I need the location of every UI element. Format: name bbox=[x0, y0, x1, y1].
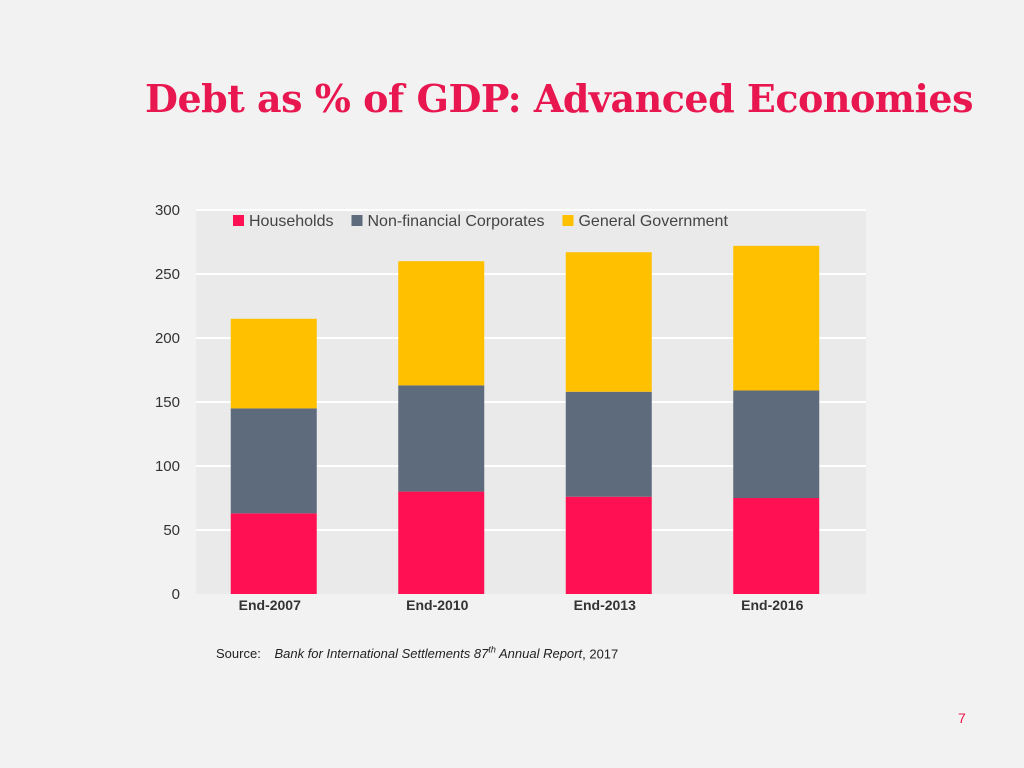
legend-label: General Government bbox=[578, 213, 728, 230]
x-axis-ticks: End-2007 End-2010 End-2013 End-2016 bbox=[239, 597, 804, 613]
legend-label: Non-financial Corporates bbox=[368, 213, 545, 230]
slide-title: Debt as % of GDP: Advanced Economies bbox=[145, 76, 974, 121]
source-title-sup: th bbox=[488, 645, 496, 655]
y-tick-label: 150 bbox=[155, 394, 180, 411]
bar-general-government-end-2013 bbox=[565, 252, 652, 392]
x-tick-label: End-2010 bbox=[406, 597, 468, 613]
y-tick-label: 0 bbox=[172, 586, 180, 603]
bar-households-end-2016 bbox=[733, 498, 820, 594]
y-tick-label: 200 bbox=[155, 330, 180, 347]
y-tick-label: 300 bbox=[155, 202, 180, 219]
x-tick-label: End-2016 bbox=[741, 597, 803, 613]
source-title-main: Bank for International Settlements 87 bbox=[274, 646, 489, 662]
y-tick-label: 50 bbox=[163, 522, 180, 539]
bar-general-government-end-2016 bbox=[733, 245, 820, 391]
bar-general-government-end-2010 bbox=[398, 261, 485, 386]
legend-swatch bbox=[351, 215, 363, 226]
bar-non-financial-corporates-end-2007 bbox=[230, 408, 317, 514]
bar-households-end-2013 bbox=[565, 496, 652, 594]
legend-label: Households bbox=[249, 213, 334, 230]
bars bbox=[230, 245, 820, 594]
source-title-rest: Annual Report bbox=[495, 646, 583, 662]
y-tick-label: 250 bbox=[155, 266, 180, 283]
bar-households-end-2007 bbox=[230, 513, 317, 594]
source-title: Bank for International Settlements 87th … bbox=[274, 645, 583, 662]
source-label: Source: bbox=[216, 646, 261, 662]
x-tick-label: End-2007 bbox=[239, 597, 301, 613]
source-year: , 2017 bbox=[582, 646, 619, 662]
bar-households-end-2010 bbox=[398, 491, 485, 594]
bar-non-financial-corporates-end-2016 bbox=[733, 390, 820, 498]
bar-general-government-end-2007 bbox=[230, 318, 317, 409]
y-tick-label: 100 bbox=[155, 458, 180, 475]
y-axis-ticks: 0 50 100 150 200 250 300 bbox=[155, 202, 180, 603]
source-note: Source: Bank for International Settlemen… bbox=[216, 645, 618, 661]
bar-non-financial-corporates-end-2013 bbox=[565, 391, 652, 497]
page-number: 7 bbox=[958, 710, 966, 726]
x-tick-label: End-2013 bbox=[574, 597, 636, 613]
bar-non-financial-corporates-end-2010 bbox=[398, 385, 485, 492]
legend-swatch bbox=[233, 215, 244, 226]
legend: Households Non-financial Corporates Genera… bbox=[233, 213, 728, 230]
legend-swatch bbox=[562, 215, 574, 226]
